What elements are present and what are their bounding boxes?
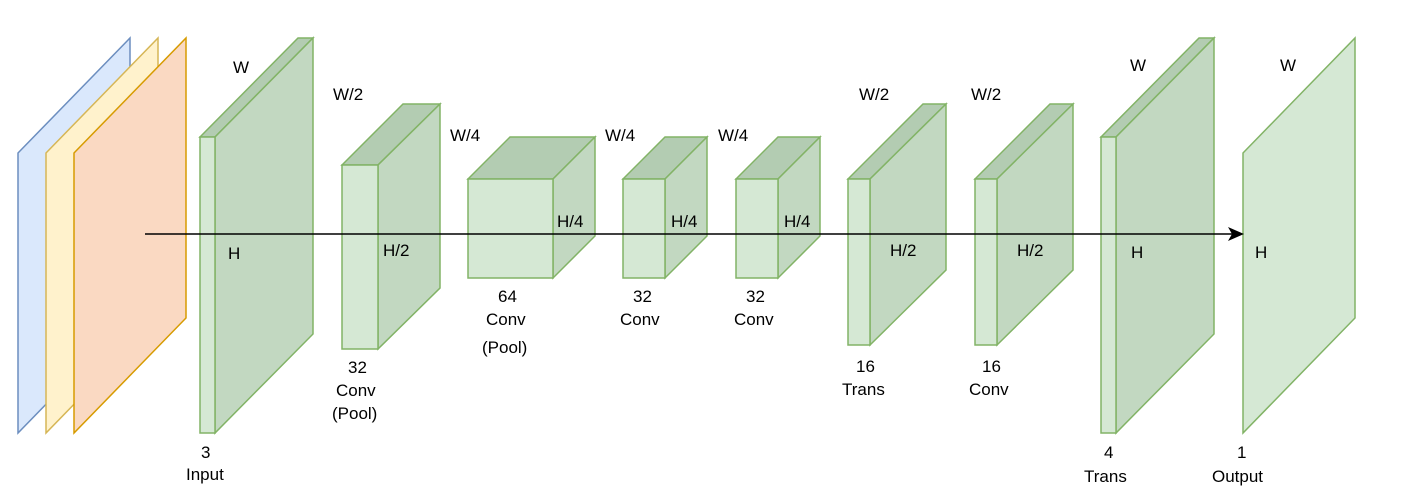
layer-conv5-type: Conv xyxy=(969,380,1009,399)
layer-trans2-type: Trans xyxy=(1084,467,1127,486)
layer-conv4-width-label: W/4 xyxy=(718,126,748,145)
layer-trans1-height-label: H/2 xyxy=(890,241,916,260)
layer-conv3: W/4 H/4 32 Conv xyxy=(605,126,709,329)
layer-conv2-channels: 64 xyxy=(498,287,517,306)
layer-conv4-front xyxy=(735,178,779,279)
layer-input-front xyxy=(199,136,216,434)
layer-input-height-label: H xyxy=(228,244,240,263)
layer-conv5-width-label: W/2 xyxy=(971,85,1001,104)
layer-conv2-width-label: W/4 xyxy=(450,126,480,145)
arrowhead-icon xyxy=(1228,227,1244,241)
layer-conv5-height-label: H/2 xyxy=(1017,241,1043,260)
layer-output-plane xyxy=(1242,36,1356,435)
layer-input-type: Input xyxy=(186,465,224,484)
layer-conv2-pool: (Pool) xyxy=(482,338,527,357)
layer-conv1: W/2 H/2 32 Conv (Pool) xyxy=(332,85,442,423)
layer-input-channels: 3 xyxy=(201,443,210,462)
input-channel-orange xyxy=(73,36,187,435)
layer-trans2: W H 4 Trans xyxy=(1084,36,1216,486)
layer-trans1: W/2 H/2 16 Trans xyxy=(842,85,948,399)
layer-conv5-front xyxy=(974,178,998,346)
layer-trans1-channels: 16 xyxy=(856,357,875,376)
layer-conv2-type: Conv xyxy=(486,310,526,329)
layer-conv1-front xyxy=(341,164,379,350)
data-flow-arrow xyxy=(145,227,1244,241)
layer-input-side xyxy=(214,36,314,435)
layer-conv1-type: Conv xyxy=(336,381,376,400)
layer-trans1-type: Trans xyxy=(842,380,885,399)
layer-conv2-front xyxy=(467,178,554,279)
layer-input-width-label: W xyxy=(233,58,249,77)
layer-output: W H 1 Output xyxy=(1212,36,1356,486)
layer-conv4-height-label: H/4 xyxy=(784,212,810,231)
layer-conv4: W/4 H/4 32 Conv xyxy=(718,126,822,329)
layer-conv4-channels: 32 xyxy=(746,287,765,306)
layer-conv5-channels: 16 xyxy=(982,357,1001,376)
layer-conv4-type: Conv xyxy=(734,310,774,329)
layer-trans2-width-label: W xyxy=(1130,56,1146,75)
layer-trans2-side xyxy=(1115,36,1215,435)
layer-output-channels: 1 xyxy=(1237,443,1246,462)
layer-output-type: Output xyxy=(1212,467,1263,486)
layer-conv1-channels: 32 xyxy=(348,358,367,377)
layer-conv3-front xyxy=(622,178,666,279)
layer-trans1-width-label: W/2 xyxy=(859,85,889,104)
layer-output-height-label: H xyxy=(1255,243,1267,262)
layer-conv3-type: Conv xyxy=(620,310,660,329)
layer-conv3-height-label: H/4 xyxy=(671,212,697,231)
layer-trans2-channels: 4 xyxy=(1104,443,1113,462)
layer-conv5: W/2 H/2 16 Conv xyxy=(969,85,1075,399)
layer-conv1-width-label: W/2 xyxy=(333,85,363,104)
layer-output-width-label: W xyxy=(1280,56,1296,75)
layer-input: W H 3 Input xyxy=(186,36,315,484)
layer-conv2-height-label: H/4 xyxy=(557,212,583,231)
layer-trans2-front xyxy=(1100,136,1117,434)
layer-trans1-front xyxy=(847,178,871,346)
input-image-channels xyxy=(17,36,187,435)
layer-conv2: W/4 H/4 64 Conv (Pool) xyxy=(450,126,597,357)
layer-trans2-height-label: H xyxy=(1131,243,1143,262)
layer-conv3-channels: 32 xyxy=(633,287,652,306)
layer-conv1-pool: (Pool) xyxy=(332,404,377,423)
layer-conv1-height-label: H/2 xyxy=(383,241,409,260)
layer-conv3-width-label: W/4 xyxy=(605,126,635,145)
